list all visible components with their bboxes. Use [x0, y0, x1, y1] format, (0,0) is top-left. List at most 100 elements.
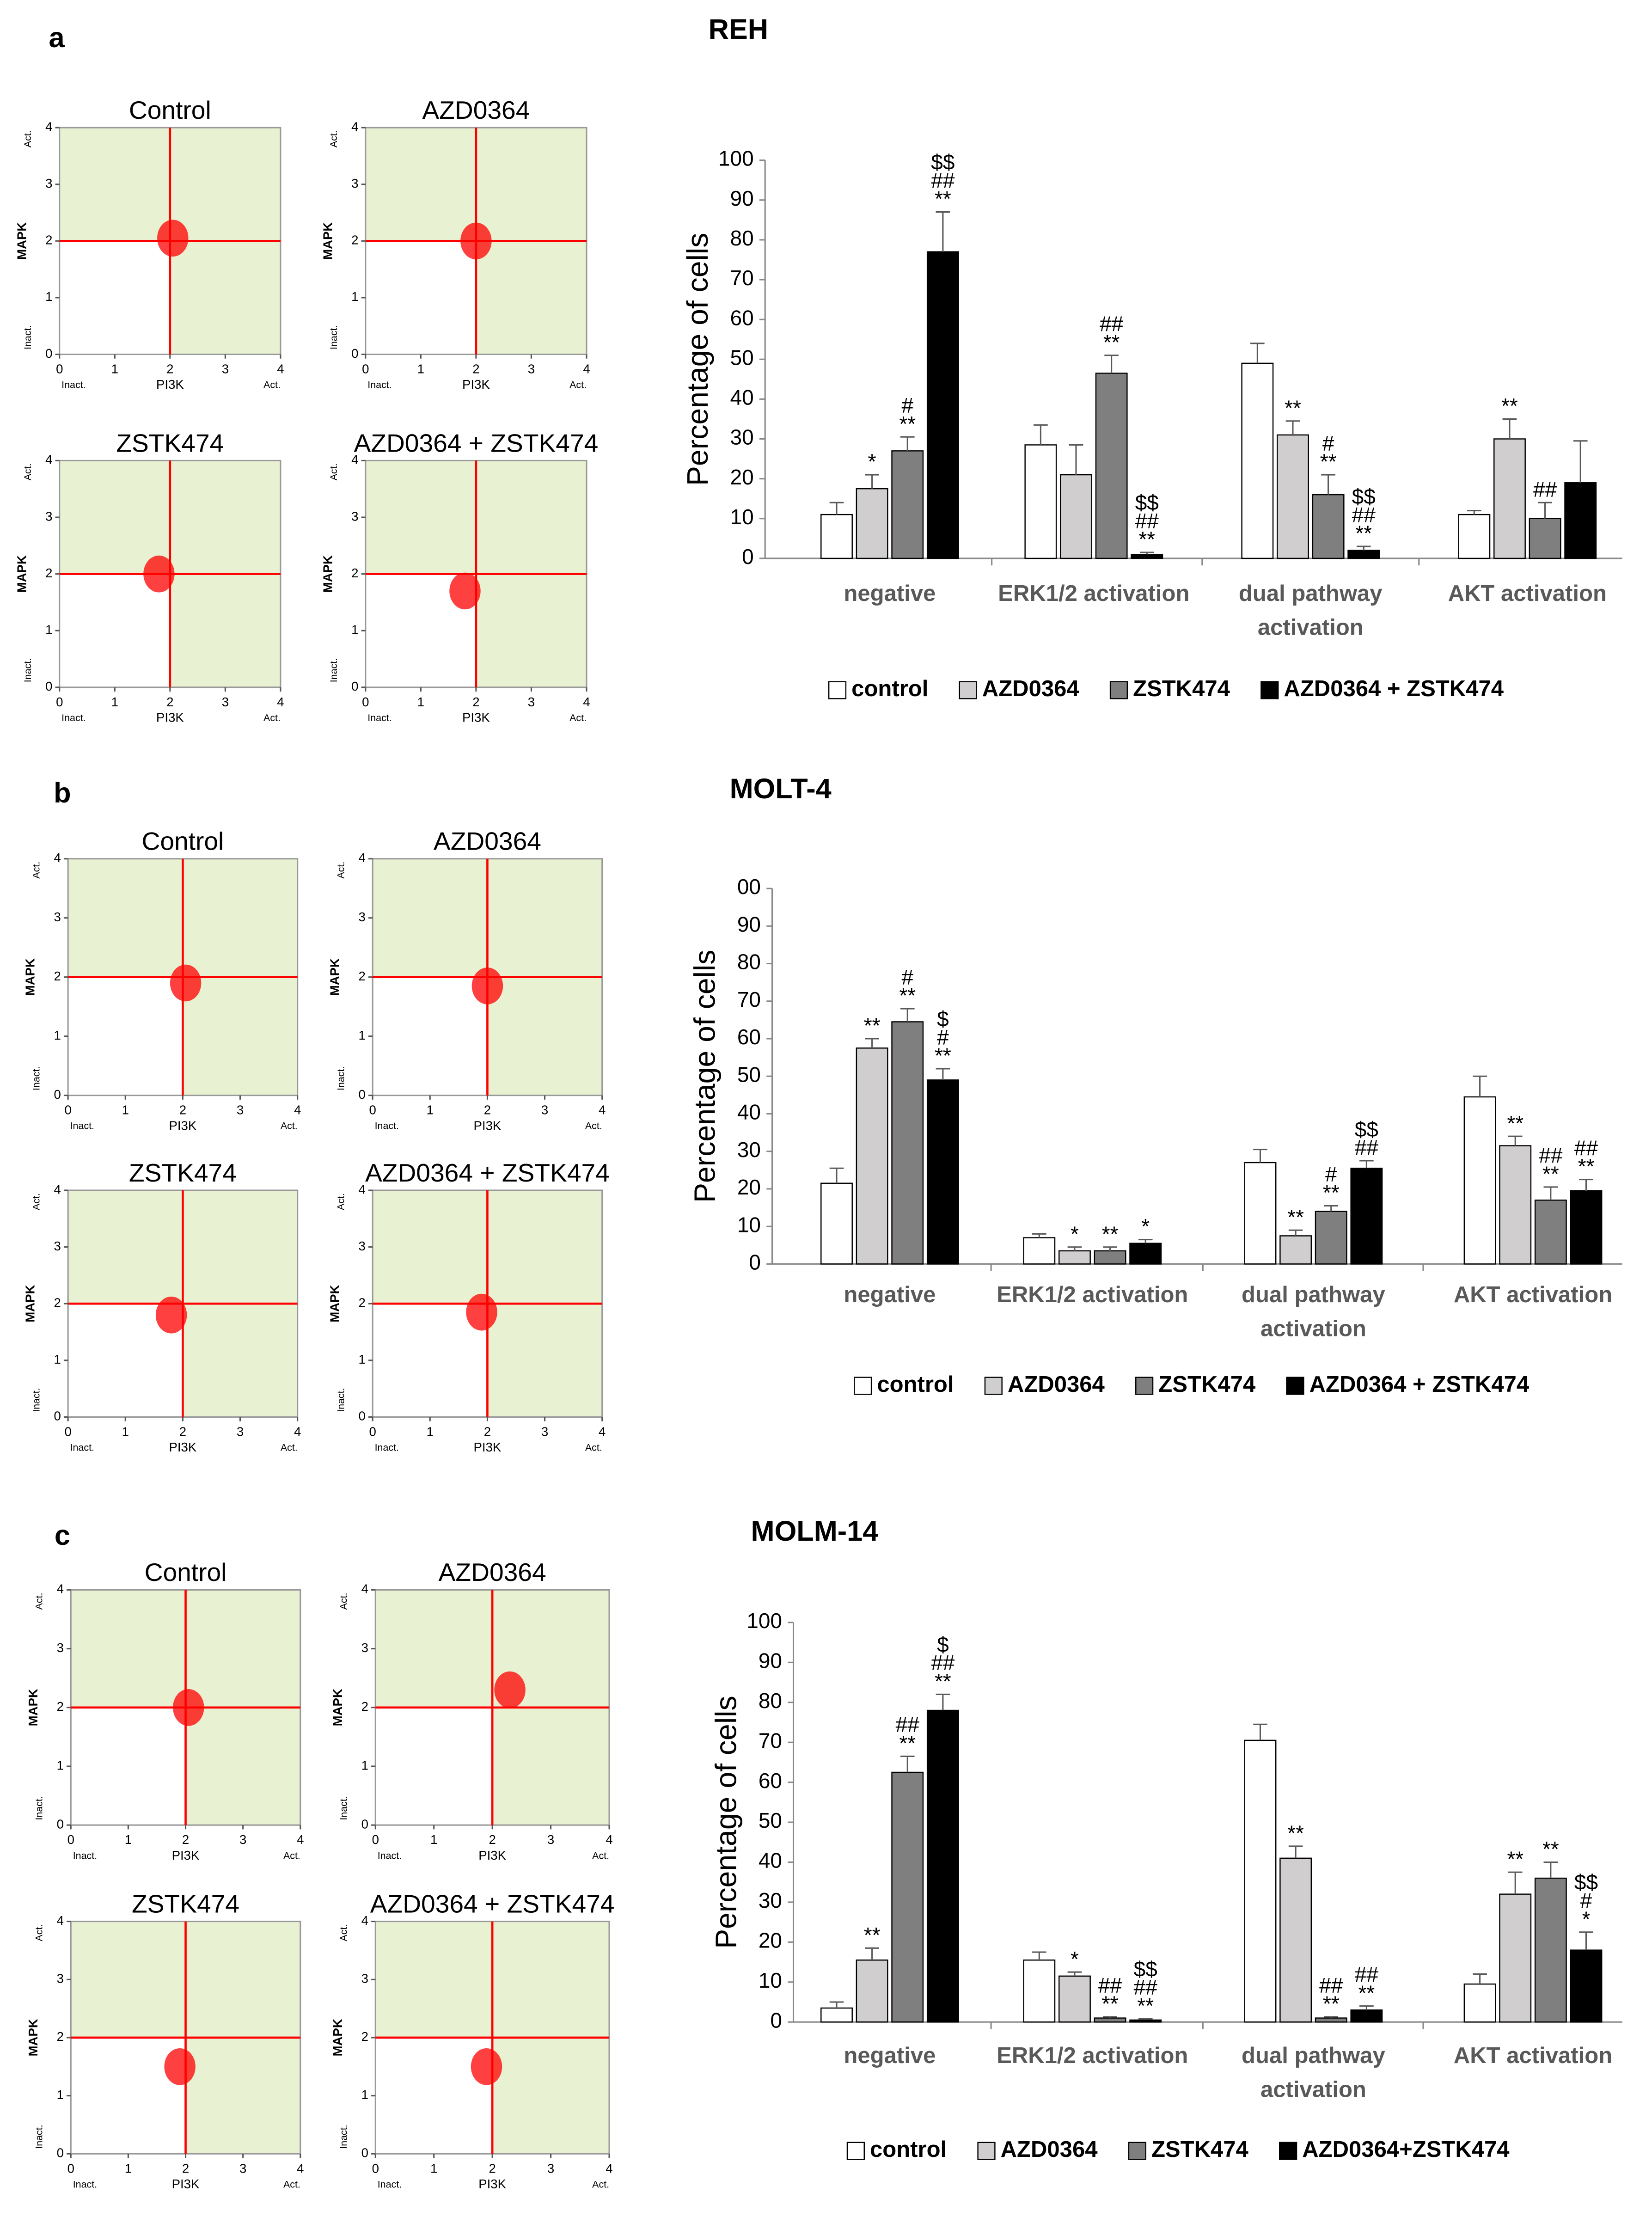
x-tick-label: 3 — [237, 1103, 244, 1117]
error-bar — [1139, 551, 1154, 555]
panel-title: Control — [142, 827, 224, 856]
bar — [926, 1709, 959, 2023]
legend-swatch — [1135, 1377, 1154, 1395]
x-axis-label: PI3K — [462, 377, 490, 392]
chart-title: MOLT-4 — [730, 773, 832, 804]
x-end-label: Act. — [283, 2179, 300, 2190]
legend-label: AZD0364 + ZSTK474 — [1309, 1372, 1530, 1397]
error-bar — [1032, 1951, 1046, 1960]
y-tick-label: 3 — [45, 509, 52, 523]
y-tick-label: 0 — [351, 679, 358, 693]
x-tick-label: 0 — [372, 2161, 379, 2175]
error-bar — [1288, 1229, 1303, 1236]
error-bar — [829, 1167, 844, 1183]
error-bar — [1573, 440, 1588, 483]
quadrant — [185, 1707, 300, 1825]
significance-label: * — [868, 450, 876, 474]
y-tick-label: 4 — [358, 851, 365, 865]
y-end-label: Inact. — [338, 2125, 349, 2149]
quadrant — [365, 460, 476, 574]
x-end-label: Inact. — [70, 1442, 94, 1453]
significance-label: * — [1071, 1947, 1079, 1971]
y-tick-label: 3 — [57, 1972, 64, 1986]
significance-label: $$ — [931, 150, 954, 174]
y-tick-label: 1 — [358, 1352, 365, 1366]
y-tick-label: 2 — [54, 1295, 61, 1310]
bar — [1499, 1893, 1532, 2023]
quadrant — [185, 1590, 300, 1708]
x-tick-label: 3 — [528, 362, 535, 376]
x-axis-label: PI3K — [478, 1848, 506, 1862]
significance-label: ** — [864, 1923, 881, 1947]
y-end-label: Act. — [22, 130, 33, 147]
panel-title: ZSTK474 — [116, 429, 224, 457]
bar — [1131, 554, 1163, 559]
quadrant — [487, 977, 602, 1096]
x-axis-label: PI3K — [169, 1118, 197, 1133]
significance-label: ## — [931, 1651, 955, 1675]
quadrant — [170, 241, 281, 355]
x-tick-label: AKT activation — [1448, 582, 1607, 607]
y-end-label: Inact. — [338, 1796, 349, 1820]
x-tick-label: 4 — [297, 2161, 304, 2175]
error-bar — [1508, 1135, 1523, 1146]
y-end-label: Inact. — [328, 325, 339, 349]
bar — [926, 1079, 959, 1265]
y-tick-label: 70 — [730, 266, 754, 290]
panel-title: AZD0364 — [434, 827, 541, 856]
y-tick-label: 1 — [54, 1028, 61, 1042]
y-tick-label: 4 — [351, 453, 358, 467]
legend-swatch — [1260, 681, 1279, 699]
x-end-label: Inact. — [375, 1442, 399, 1453]
y-tick-label: 80 — [759, 1689, 782, 1713]
x-end-label: Inact. — [375, 1121, 399, 1132]
x-end-label: Inact. — [70, 1121, 94, 1132]
quadrant — [365, 128, 476, 241]
significance-label: ## — [1319, 1973, 1343, 1997]
significance-label: ## — [931, 168, 955, 192]
significance-label: * — [1071, 1222, 1079, 1246]
error-bar — [936, 1693, 950, 1711]
error-bar — [1473, 1973, 1487, 1984]
y-end-label: Act. — [338, 1592, 349, 1610]
x-tick-label: 3 — [222, 695, 229, 709]
x-tick-label: 0 — [56, 362, 63, 376]
x-end-label: Act. — [592, 2179, 609, 2190]
y-tick-label: 2 — [358, 1295, 365, 1310]
y-axis-label: MAPK — [330, 1689, 345, 1726]
y-tick-label: 0 — [45, 679, 52, 693]
y-tick-label: 60 — [737, 1025, 761, 1049]
x-tick-label: 4 — [294, 1103, 301, 1117]
x-tick-label: 3 — [541, 1424, 548, 1439]
y-tick-label: 50 — [730, 345, 754, 369]
quadrant — [170, 460, 281, 574]
y-tick-label: 4 — [351, 119, 358, 134]
error-bar — [1324, 2016, 1339, 2018]
error-bar — [1285, 420, 1300, 435]
quadrant — [476, 128, 587, 241]
error-bar — [1502, 418, 1517, 439]
error-bar — [1288, 1845, 1303, 1858]
y-tick-label: 3 — [57, 1641, 64, 1655]
x-tick-label: 4 — [277, 362, 284, 376]
y-end-label: Inact. — [31, 1388, 42, 1412]
x-tick-label: 4 — [583, 362, 590, 376]
y-end-label: Act. — [31, 862, 42, 879]
bar — [1023, 1960, 1056, 2023]
significance-label: ** — [935, 187, 951, 211]
y-tick-label: 0 — [54, 1409, 61, 1423]
y-axis-label: MAPK — [23, 958, 37, 996]
quadrant — [170, 574, 281, 687]
y-tick-label: 1 — [351, 623, 358, 637]
quadrant — [183, 1190, 298, 1304]
significance-label: $$ — [1355, 1117, 1378, 1141]
quadrant — [68, 858, 183, 977]
x-axis-label: PI3K — [172, 1848, 200, 1862]
legend-swatch — [1109, 681, 1128, 699]
significance-label: ## — [1352, 503, 1376, 527]
y-tick-label: 70 — [759, 1728, 782, 1752]
cell-cluster — [494, 1671, 526, 1708]
y-end-label: Act. — [335, 1193, 346, 1210]
y-tick-label: 80 — [730, 226, 754, 250]
error-bar — [1359, 1160, 1374, 1169]
